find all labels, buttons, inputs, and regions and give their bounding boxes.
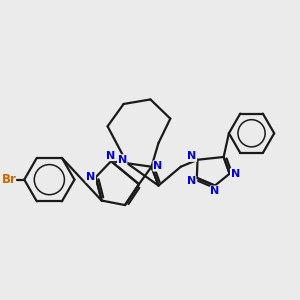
Text: N: N bbox=[187, 176, 196, 186]
Text: N: N bbox=[118, 155, 127, 165]
Text: N: N bbox=[230, 169, 240, 179]
Text: N: N bbox=[153, 161, 162, 171]
Text: N: N bbox=[187, 151, 196, 161]
Text: N: N bbox=[210, 186, 220, 196]
Text: N: N bbox=[86, 172, 95, 182]
Text: Br: Br bbox=[2, 173, 17, 186]
Text: N: N bbox=[106, 151, 116, 160]
